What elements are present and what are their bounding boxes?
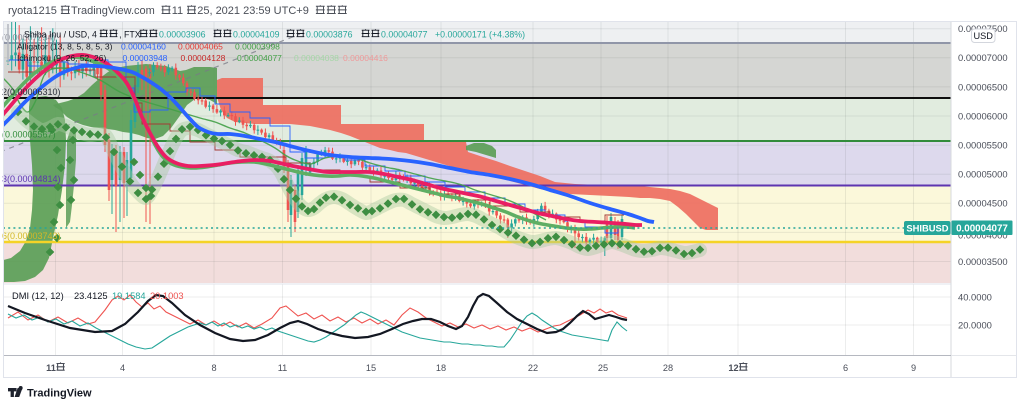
svg-text:9: 9 — [911, 363, 916, 373]
svg-text:4: 4 — [120, 363, 125, 373]
svg-text:TradingView.com: TradingView.com — [71, 5, 155, 17]
svg-text:(0.00005567): (0.00005567) — [2, 130, 56, 140]
svg-text:0.00004416: 0.00004416 — [343, 53, 388, 63]
svg-text:Ichimoku (9, 26, 52, 26): Ichimoku (9, 26, 52, 26) — [17, 53, 106, 63]
svg-text:28: 28 — [663, 363, 673, 373]
svg-text:11: 11 — [278, 363, 288, 373]
svg-text:0.00003998: 0.00003998 — [235, 42, 280, 52]
svg-text:8: 8 — [211, 363, 216, 373]
svg-text:12: 12 — [728, 363, 738, 373]
svg-text:0.00004077: 0.00004077 — [956, 224, 1008, 235]
svg-text:0.00003948: 0.00003948 — [123, 53, 168, 63]
svg-text:6: 6 — [843, 363, 848, 373]
svg-text:0.00005500: 0.00005500 — [958, 140, 1008, 151]
svg-text:0.00004109: 0.00004109 — [233, 29, 280, 39]
svg-text:SHIBUSD: SHIBUSD — [906, 222, 948, 233]
svg-text:0.00005000: 0.00005000 — [958, 169, 1008, 180]
svg-text:2(0.00006310): 2(0.00006310) — [2, 87, 61, 97]
svg-text:(0.00007234): (0.00007234) — [2, 33, 56, 43]
svg-text:0.00004160: 0.00004160 — [121, 42, 166, 52]
svg-text:0.00003500: 0.00003500 — [958, 256, 1008, 267]
svg-text:18: 18 — [436, 363, 446, 373]
svg-text:0.00003906: 0.00003906 — [159, 29, 206, 39]
svg-text:0.00004077: 0.00004077 — [237, 53, 282, 63]
svg-text:20.0000: 20.0000 — [958, 319, 992, 330]
svg-text:6(0.00003743): 6(0.00003743) — [2, 231, 61, 241]
svg-text:3(0.00004814): 3(0.00004814) — [2, 174, 61, 184]
svg-text:19.1584: 19.1584 — [112, 291, 146, 301]
svg-text:20.1003: 20.1003 — [150, 291, 184, 301]
svg-text:25, 2021 23:59 UTC+9: 25, 2021 23:59 UTC+9 — [197, 5, 309, 17]
svg-text:0.00003876: 0.00003876 — [306, 29, 353, 39]
svg-text:0.00004000: 0.00004000 — [958, 230, 1008, 241]
svg-text:USD: USD — [973, 31, 993, 41]
svg-text:11: 11 — [46, 363, 56, 373]
svg-text:0.00007000: 0.00007000 — [958, 52, 1008, 63]
svg-text:25: 25 — [598, 363, 608, 373]
svg-text:+0.00000171 (+4.38%): +0.00000171 (+4.38%) — [435, 29, 525, 39]
svg-text:0.00004500: 0.00004500 — [958, 198, 1008, 209]
svg-text:TradingView: TradingView — [27, 388, 92, 400]
svg-text:0.00006000: 0.00006000 — [958, 110, 1008, 121]
svg-text:DMI (12, 12): DMI (12, 12) — [12, 291, 64, 301]
svg-text:, FTX: , FTX — [119, 29, 141, 39]
svg-text:ryota1215: ryota1215 — [8, 5, 57, 17]
svg-text:22: 22 — [528, 363, 538, 373]
svg-text:0.00004065: 0.00004065 — [178, 42, 223, 52]
svg-text:0.00004128: 0.00004128 — [181, 53, 226, 63]
svg-text:0.00004077: 0.00004077 — [381, 29, 428, 39]
svg-text:0.00004038: 0.00004038 — [294, 53, 339, 63]
svg-text:0.00006500: 0.00006500 — [958, 81, 1008, 92]
svg-text:15: 15 — [366, 363, 376, 373]
svg-text:Alligator (13, 8, 5, 8, 5, 3): Alligator (13, 8, 5, 8, 5, 3) — [17, 42, 113, 52]
svg-text:Shiba Inu / USD, 4: Shiba Inu / USD, 4 — [24, 29, 97, 39]
svg-text:40.0000: 40.0000 — [958, 291, 992, 302]
svg-text:23.4125: 23.4125 — [74, 291, 108, 301]
svg-text:11: 11 — [172, 5, 183, 17]
